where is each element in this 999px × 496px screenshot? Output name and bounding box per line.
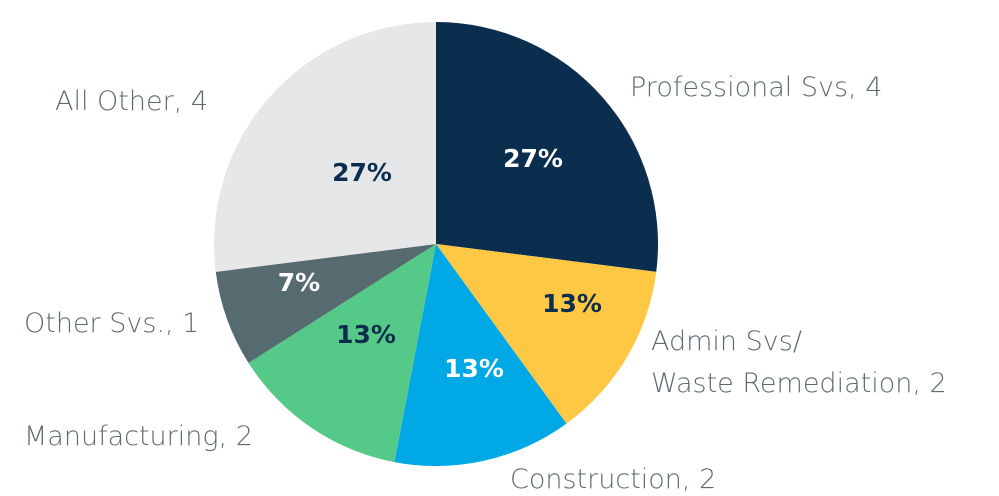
- slice-category-label: Other Svs., 1: [24, 308, 199, 339]
- slice-category-label: Construction, 2: [510, 464, 716, 495]
- slice-percent-label: 7%: [278, 268, 320, 297]
- pie-slice: [214, 22, 436, 272]
- pie-slice: [436, 244, 657, 424]
- pie-slice: [215, 244, 436, 363]
- slice-category-label: Admin Svs/: [651, 326, 802, 357]
- pie-slice: [394, 244, 567, 466]
- slice-percent-label: 27%: [503, 144, 563, 173]
- slice-category-label: All Other, 4: [55, 86, 208, 117]
- slice-percent-label: 13%: [542, 289, 602, 318]
- pie-slice: [436, 22, 659, 272]
- slice-percent-label: 27%: [332, 158, 392, 187]
- slice-category-label: Waste Remediation, 2: [651, 368, 947, 399]
- pie-slice: [248, 244, 436, 463]
- slice-percent-label: 13%: [336, 320, 396, 349]
- slice-percent-label: 13%: [444, 354, 504, 383]
- slice-category-label: Professional Svs, 4: [630, 72, 882, 103]
- slice-category-label: Manufacturing, 2: [24, 421, 253, 452]
